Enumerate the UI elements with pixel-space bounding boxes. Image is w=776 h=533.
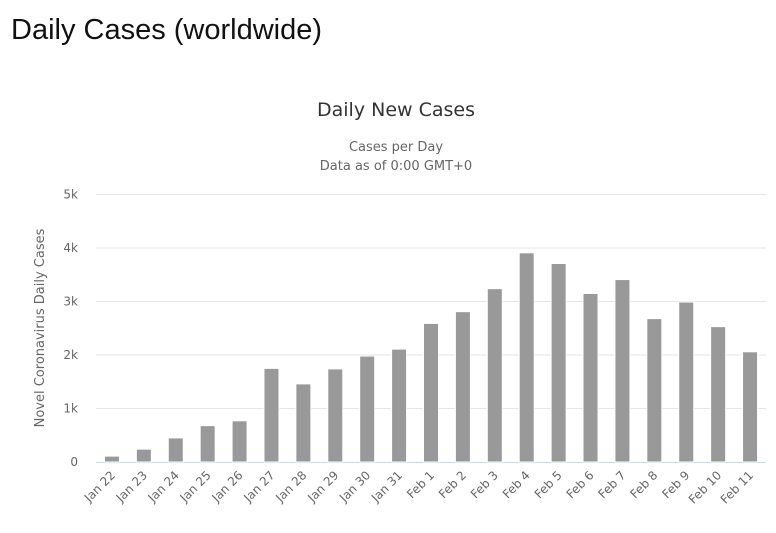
y-tick-label: 4k bbox=[63, 241, 78, 255]
page-title: Daily Cases (worldwide) bbox=[11, 14, 323, 46]
bar[interactable] bbox=[678, 301, 695, 463]
x-tick-label: Jan 27 bbox=[240, 468, 277, 505]
bar[interactable] bbox=[710, 326, 727, 463]
x-tick-label: Jan 23 bbox=[113, 468, 150, 505]
y-axis-label: Novel Coronavirus Daily Cases bbox=[33, 228, 48, 427]
x-tick-label: Jan 25 bbox=[177, 468, 214, 505]
x-tick-label: Feb 4 bbox=[500, 468, 533, 501]
chart-title: Daily New Cases bbox=[317, 99, 475, 121]
y-tick-label: 5k bbox=[63, 188, 78, 202]
x-tick-label: Feb 1 bbox=[404, 468, 437, 501]
bar[interactable] bbox=[614, 279, 631, 463]
y-tick-label: 0 bbox=[70, 455, 78, 469]
bar[interactable] bbox=[231, 420, 248, 463]
x-tick-label: Feb 10 bbox=[686, 468, 724, 506]
bar[interactable] bbox=[263, 367, 280, 463]
bar[interactable] bbox=[550, 263, 567, 463]
bar[interactable] bbox=[327, 368, 344, 463]
bar[interactable] bbox=[518, 252, 535, 463]
x-tick-label: Feb 5 bbox=[532, 468, 565, 501]
bar[interactable] bbox=[582, 292, 599, 463]
y-tick-label: 1k bbox=[63, 402, 78, 416]
y-tick-label: 2k bbox=[63, 348, 78, 362]
x-tick-label: Feb 6 bbox=[564, 468, 597, 501]
y-tick-label: 3k bbox=[63, 295, 78, 309]
x-tick-label: Jan 29 bbox=[304, 468, 341, 505]
x-tick-label: Jan 28 bbox=[272, 468, 309, 505]
bar[interactable] bbox=[103, 455, 120, 463]
x-tick-label: Jan 30 bbox=[336, 468, 373, 505]
bar[interactable] bbox=[359, 355, 376, 463]
bar[interactable] bbox=[742, 351, 759, 463]
bar[interactable] bbox=[199, 425, 216, 463]
bar[interactable] bbox=[423, 322, 439, 463]
x-tick-label: Feb 11 bbox=[718, 468, 756, 506]
x-tick-label: Jan 31 bbox=[368, 468, 405, 505]
bar[interactable] bbox=[454, 311, 471, 463]
bar[interactable] bbox=[646, 318, 663, 463]
x-tick-label: Jan 26 bbox=[209, 468, 246, 505]
x-tick-label: Feb 7 bbox=[596, 468, 629, 501]
x-tick-label: Feb 2 bbox=[436, 468, 469, 501]
chart-subtitle-1: Cases per Day bbox=[349, 140, 443, 155]
bar[interactable] bbox=[295, 383, 312, 463]
bar[interactable] bbox=[167, 437, 184, 463]
x-tick-label: Feb 3 bbox=[468, 468, 501, 501]
bar[interactable] bbox=[391, 348, 408, 463]
x-tick-label: Jan 24 bbox=[145, 468, 182, 505]
bar[interactable] bbox=[135, 448, 152, 463]
chart-subtitle-2: Data as of 0:00 GMT+0 bbox=[320, 159, 472, 174]
bar[interactable] bbox=[486, 288, 503, 463]
x-tick-label: Feb 8 bbox=[627, 468, 660, 501]
x-tick-label: Jan 22 bbox=[81, 468, 118, 505]
